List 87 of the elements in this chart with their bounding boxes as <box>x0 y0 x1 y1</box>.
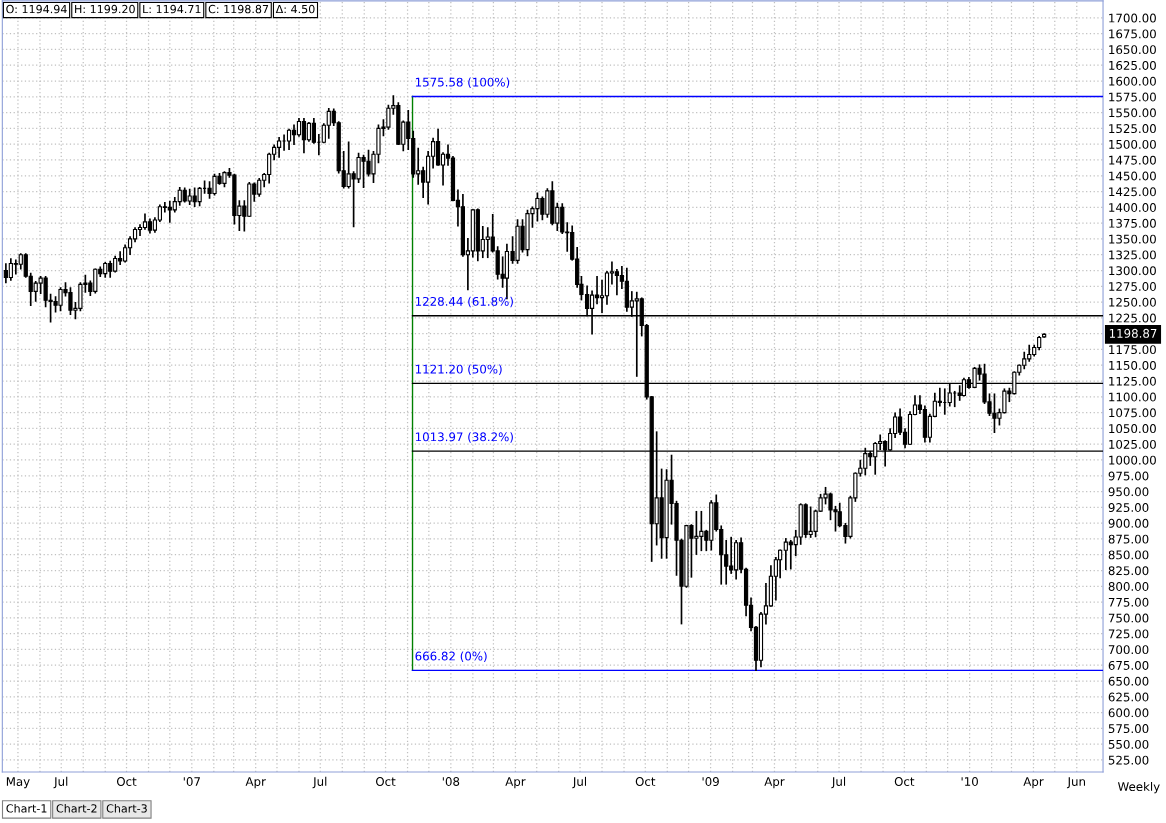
x-tick-label: Oct <box>894 777 915 786</box>
y-tick-label: 825.00 <box>1108 566 1149 576</box>
y-tick-label: 1550.00 <box>1109 108 1156 118</box>
candlestick <box>276 137 282 158</box>
y-tick-label: 625.00 <box>1108 692 1149 702</box>
y-tick-label: 1150.00 <box>1109 360 1156 370</box>
y-tick-label: 900.00 <box>1108 518 1149 528</box>
y-tick-label: 550.00 <box>1108 739 1149 749</box>
y-tick-label: 1650.00 <box>1109 45 1156 55</box>
y-tick-label: 1175.00 <box>1109 345 1156 355</box>
y-tick-label: 1450.00 <box>1109 171 1156 181</box>
x-tick-label: Jul <box>831 776 846 789</box>
y-tick-label: 525.00 <box>1108 755 1149 765</box>
x-tick-label: Apr <box>245 777 266 789</box>
candlestick <box>137 224 143 236</box>
y-tick-label: 650.00 <box>1108 676 1149 686</box>
x-tick-label: Jun <box>1066 777 1085 789</box>
x-tick-label: Jul <box>572 776 587 789</box>
y-tick-label: 1050.00 <box>1109 424 1156 434</box>
y-tick-label: 575.00 <box>1108 724 1149 734</box>
candlestick <box>604 270 610 305</box>
y-tick-label: 600.00 <box>1108 708 1149 718</box>
y-tick-label: 1250.00 <box>1109 297 1156 307</box>
chart-title: O: 1194.94 H: 1199.20 L: 1194.71 C: 1198.87 Δ: 4.50 <box>6 4 315 14</box>
y-tick-label: 1675.00 <box>1109 29 1156 39</box>
y-tick-label: 1125.00 <box>1109 376 1156 386</box>
y-tick-label: 1325.00 <box>1109 250 1156 260</box>
y-tick-label: 1525.00 <box>1109 124 1156 134</box>
y-tick-label: 1625.00 <box>1109 60 1156 70</box>
x-tick-label: '10 <box>961 777 978 786</box>
y-tick-label: 1275.00 <box>1109 282 1156 291</box>
y-tick-label: 700.00 <box>1108 645 1149 655</box>
candlestick <box>286 128 292 151</box>
ref-line-label: 666.82 (0%) <box>415 651 487 662</box>
y-tick-label: 1075.00 <box>1109 408 1156 418</box>
candlestick <box>614 269 620 296</box>
text: 1198.87 <box>1109 328 1157 338</box>
x-tick-label: Apr <box>764 777 785 789</box>
y-tick-label: 800.00 <box>1108 582 1149 591</box>
ref-line-label: 1121.20 (50%) <box>415 364 502 375</box>
y-tick-label: 1400.00 <box>1109 203 1156 212</box>
ref-line-label: 1228.44 (61.8%) <box>415 296 513 308</box>
candlestick <box>301 118 307 154</box>
y-tick-label: 1300.00 <box>1109 266 1156 276</box>
y-tick-label: 1375.00 <box>1109 218 1156 228</box>
y-tick-label: 1475.00 <box>1109 155 1156 165</box>
y-tick-label: 750.00 <box>1108 613 1149 623</box>
ref-line-label: 1013.97 (38.2%) <box>415 432 513 443</box>
y-tick-label: 1425.00 <box>1109 187 1156 197</box>
y-tick-label: 775.00 <box>1108 597 1149 607</box>
candlestick <box>594 275 600 305</box>
ref-line-label: 1575.58 (100%) <box>415 77 510 88</box>
y-tick-label: 925.00 <box>1108 503 1149 512</box>
x-tick-label: Jul <box>53 776 68 789</box>
text: Chart-3 <box>106 804 147 813</box>
x-tick-label: Oct <box>116 777 137 786</box>
text: Chart-2 <box>56 804 97 813</box>
x-tick-label: Apr <box>505 777 526 789</box>
x-tick-label: Oct <box>376 777 396 786</box>
candlestick <box>435 128 441 166</box>
text: Weekly <box>1117 781 1160 794</box>
candlestick <box>291 124 297 146</box>
y-tick-label: 850.00 <box>1108 550 1149 560</box>
x-tick-label: Apr <box>1023 777 1044 789</box>
x-tick-label: '08 <box>442 777 460 786</box>
y-tick-label: 675.00 <box>1108 660 1149 670</box>
y-tick-label: 1100.00 <box>1109 392 1156 402</box>
x-tick-label: '09 <box>702 777 719 786</box>
y-tick-label: 1500.00 <box>1109 139 1156 149</box>
y-tick-label: 950.00 <box>1108 487 1149 497</box>
y-tick-label: 725.00 <box>1108 629 1149 639</box>
y-tick-label: 975.00 <box>1108 471 1149 481</box>
y-tick-label: 1025.00 <box>1109 439 1156 449</box>
y-tick-label: 1350.00 <box>1109 234 1156 244</box>
x-tick-label: Jul <box>312 776 327 789</box>
y-tick-label: 875.00 <box>1108 534 1149 544</box>
y-tick-label: 1575.00 <box>1109 92 1156 102</box>
x-tick-label: '07 <box>183 777 200 786</box>
candlestick <box>311 118 316 144</box>
x-tick-label: May <box>6 777 30 789</box>
y-tick-label: 1700.00 <box>1109 13 1156 23</box>
candlestick <box>306 121 312 142</box>
x-tick-label: Oct <box>635 777 656 786</box>
y-tick-label: 1600.00 <box>1109 76 1156 86</box>
y-tick-label: 1000.00 <box>1109 455 1156 465</box>
text: Chart-1 <box>6 804 47 813</box>
y-tick-label: 1225.00 <box>1109 313 1156 323</box>
